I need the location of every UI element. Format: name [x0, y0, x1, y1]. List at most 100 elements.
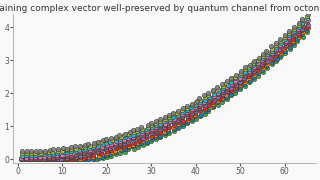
- Point: [85, 143, 91, 145]
- Point: [144, 130, 149, 133]
- Point: [264, 62, 269, 65]
- Point: [64, 147, 69, 150]
- Point: [90, 145, 95, 148]
- Point: [305, 17, 310, 20]
- Point: [131, 135, 136, 138]
- Point: [180, 115, 185, 118]
- Point: [260, 61, 265, 64]
- Point: [108, 140, 113, 143]
- Point: [55, 152, 60, 155]
- Point: [180, 107, 185, 110]
- Point: [100, 157, 105, 160]
- Point: [189, 102, 195, 105]
- Point: [251, 68, 256, 70]
- Point: [206, 103, 211, 106]
- Point: [68, 145, 73, 148]
- Point: [172, 129, 177, 132]
- Point: [38, 151, 43, 154]
- Point: [118, 142, 123, 145]
- Point: [278, 41, 284, 44]
- Point: [55, 158, 60, 161]
- Point: [96, 152, 101, 155]
- Point: [216, 103, 221, 106]
- Point: [118, 149, 123, 152]
- Point: [157, 136, 163, 139]
- Point: [20, 158, 25, 161]
- Point: [247, 79, 252, 82]
- Point: [103, 142, 108, 145]
- Point: [305, 19, 310, 21]
- Point: [176, 123, 181, 126]
- Point: [291, 42, 296, 45]
- Point: [251, 66, 256, 69]
- Point: [126, 148, 131, 151]
- Point: [46, 154, 52, 157]
- Point: [47, 156, 52, 159]
- Point: [274, 43, 279, 46]
- Point: [281, 48, 286, 50]
- Point: [207, 96, 212, 99]
- Point: [278, 52, 284, 55]
- Point: [296, 35, 301, 38]
- Point: [300, 17, 305, 20]
- Point: [33, 158, 38, 161]
- Point: [145, 132, 150, 135]
- Point: [260, 57, 265, 60]
- Point: [130, 143, 135, 146]
- Point: [130, 129, 135, 132]
- Point: [135, 143, 140, 146]
- Point: [33, 158, 38, 161]
- Point: [96, 150, 101, 153]
- Point: [224, 82, 229, 84]
- Point: [194, 101, 199, 104]
- Point: [301, 31, 306, 34]
- Point: [264, 60, 269, 63]
- Point: [34, 150, 39, 152]
- Point: [91, 158, 96, 161]
- Point: [74, 149, 79, 152]
- Point: [264, 59, 269, 62]
- Point: [108, 146, 113, 149]
- Point: [105, 156, 110, 159]
- Point: [135, 145, 140, 148]
- Point: [42, 158, 47, 161]
- Point: [28, 158, 33, 161]
- Point: [83, 156, 88, 158]
- Point: [251, 71, 256, 74]
- Point: [296, 25, 301, 28]
- Point: [211, 90, 216, 93]
- Point: [242, 66, 247, 69]
- Point: [305, 13, 310, 16]
- Point: [45, 158, 51, 161]
- Point: [153, 128, 158, 131]
- Point: [300, 33, 305, 36]
- Point: [170, 115, 175, 118]
- Point: [188, 116, 194, 118]
- Point: [197, 101, 203, 103]
- Point: [301, 35, 306, 38]
- Point: [278, 54, 284, 57]
- Point: [198, 99, 203, 102]
- Point: [228, 83, 233, 86]
- Point: [153, 124, 158, 127]
- Point: [229, 84, 234, 87]
- Point: [91, 158, 96, 160]
- Point: [96, 156, 101, 159]
- Point: [215, 93, 220, 96]
- Point: [224, 94, 229, 97]
- Point: [86, 158, 92, 161]
- Point: [157, 122, 163, 125]
- Point: [163, 134, 168, 137]
- Point: [109, 150, 114, 153]
- Point: [109, 145, 114, 147]
- Point: [60, 147, 65, 150]
- Point: [215, 87, 220, 90]
- Point: [233, 89, 238, 92]
- Point: [153, 126, 158, 129]
- Point: [238, 71, 243, 74]
- Point: [247, 63, 252, 66]
- Point: [135, 131, 140, 134]
- Point: [96, 148, 101, 151]
- Point: [299, 27, 304, 30]
- Point: [242, 85, 247, 87]
